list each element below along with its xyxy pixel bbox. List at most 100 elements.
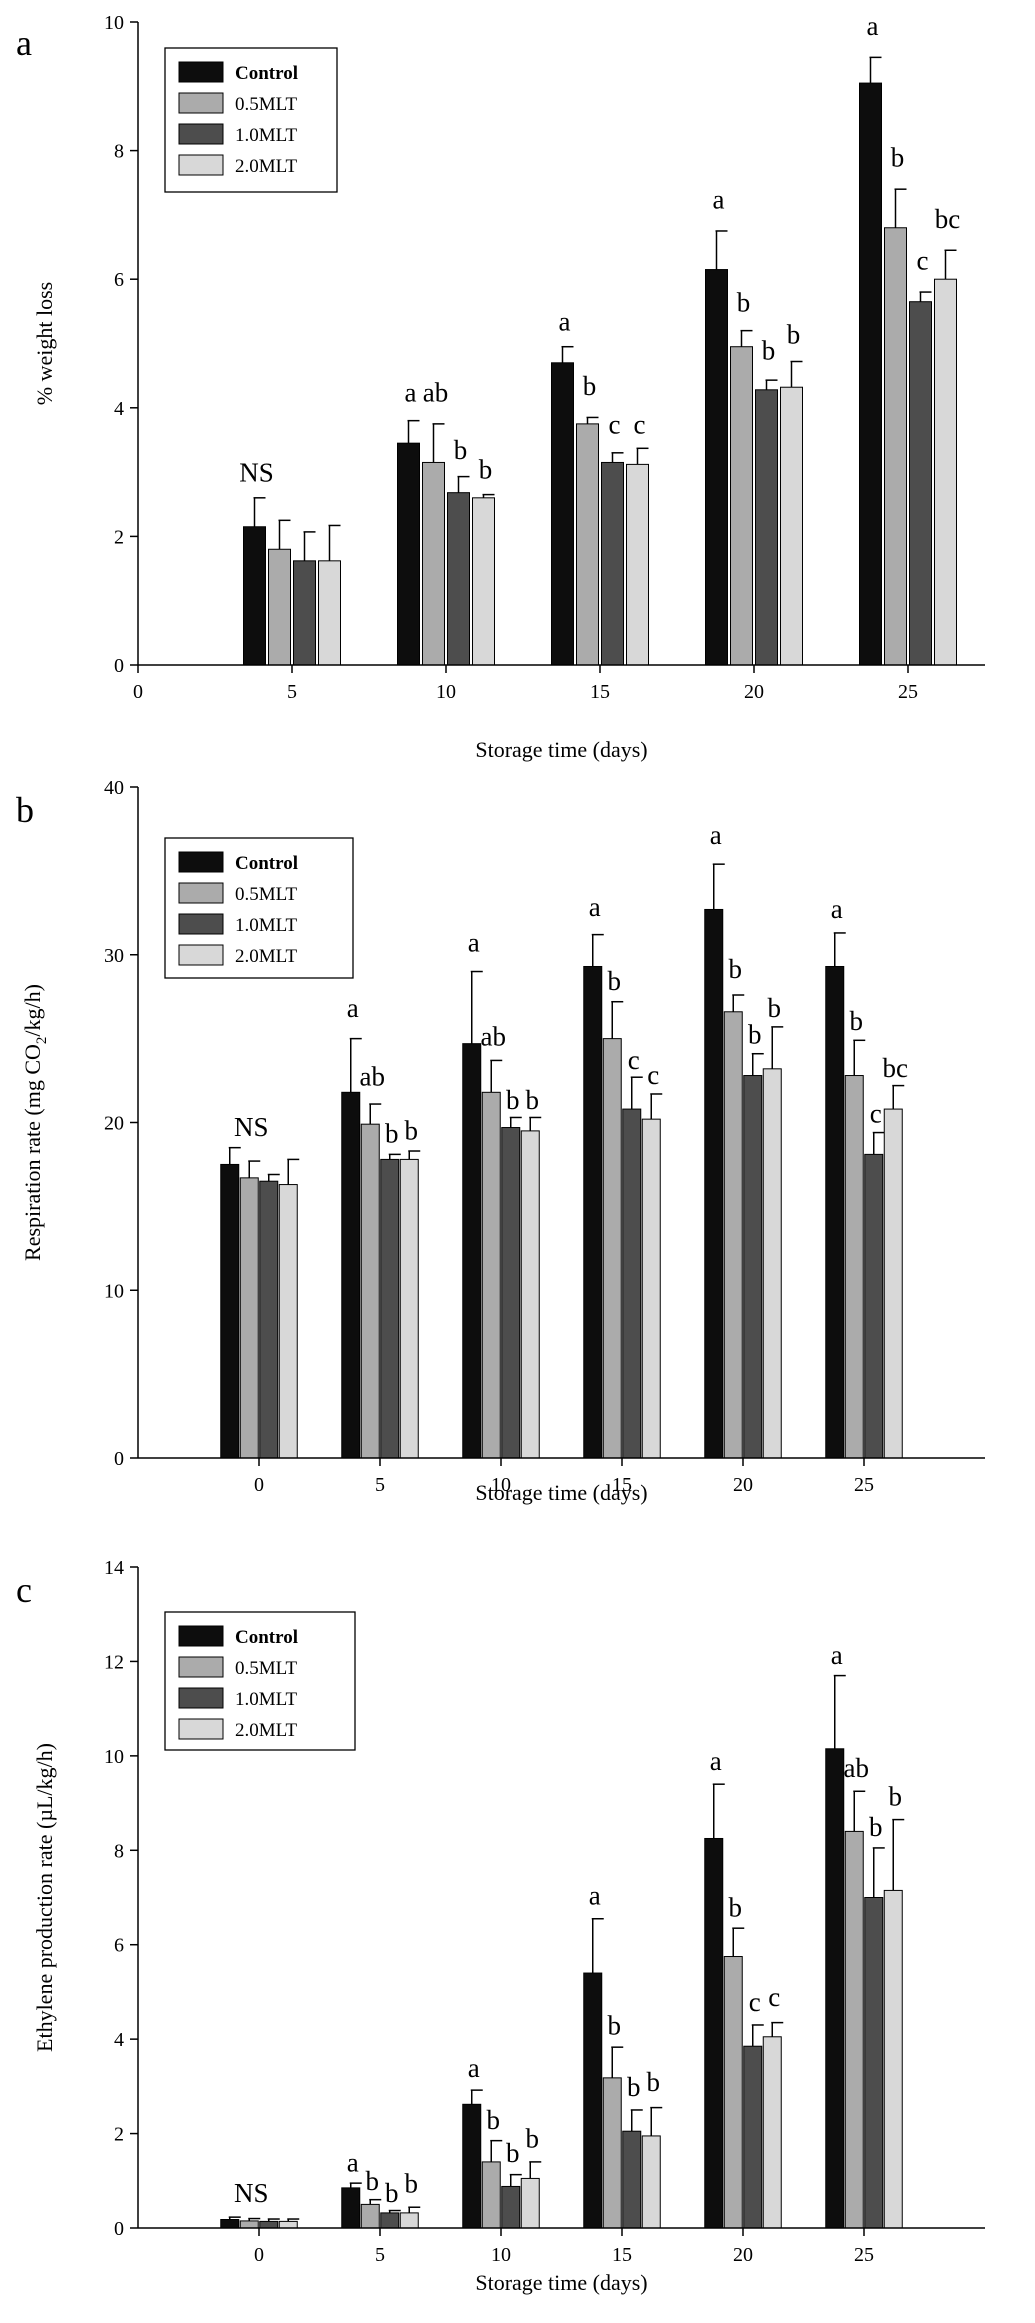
y-tick-label: 40	[104, 777, 124, 799]
significance-label: b	[526, 1085, 540, 1115]
x-tick-label: 0	[133, 681, 143, 703]
y-tick-label: 4	[114, 2029, 124, 2051]
legend-label: 1.0MLT	[235, 125, 298, 146]
significance-label: b	[366, 2166, 380, 2196]
y-axis-title-part: Respiration rate (mg CO	[20, 1044, 45, 1261]
y-tick-label: 10	[104, 12, 124, 34]
bar-1-0mlt-0	[259, 1180, 279, 1459]
legend-label: 0.5MLT	[235, 1658, 298, 1679]
y-tick-label: 0	[114, 2218, 124, 2240]
y-tick-label: 8	[114, 1840, 124, 1862]
bar-control-25	[825, 965, 845, 1459]
y-tick-label: 30	[104, 945, 124, 967]
significance-label: b	[889, 1781, 903, 1811]
bar-2-0mlt-5	[318, 560, 341, 666]
bar-2-0mlt-15	[626, 463, 649, 666]
bar-0-5mlt-20	[723, 1956, 743, 2229]
bar-1-0mlt-25	[909, 301, 932, 666]
x-tick-label: 20	[744, 681, 764, 703]
bar-2-0mlt-25	[934, 278, 957, 666]
legend-label: 0.5MLT	[235, 94, 298, 115]
x-tick-label: 10	[491, 1474, 511, 1496]
legend-label: 0.5MLT	[235, 884, 298, 905]
legend-swatch-3	[178, 1718, 224, 1740]
significance-label: a	[589, 1881, 601, 1911]
significance-label: b	[506, 2138, 520, 2168]
significance-label: bc	[883, 1053, 909, 1083]
significance-label: b	[627, 2072, 641, 2102]
y-tick-label: 6	[114, 269, 124, 291]
legend-swatch-0	[178, 61, 224, 83]
bar-0-5mlt-5	[268, 548, 291, 666]
bar-control-20	[704, 1837, 724, 2229]
y-tick-label: 10	[104, 1746, 124, 1768]
legend-label: Control	[235, 1627, 298, 1648]
bar-control-0	[220, 1163, 240, 1459]
significance-label: b	[385, 2178, 399, 2208]
legend-swatch-2	[178, 1687, 224, 1709]
y-tick-label: 2	[114, 2124, 124, 2146]
significance-label: ab	[481, 1021, 506, 1051]
bar-2-0mlt-15	[641, 1118, 661, 1459]
legend-swatch-2	[178, 913, 224, 935]
legend-label: 1.0MLT	[235, 915, 298, 936]
bar-control-5	[341, 2187, 361, 2229]
x-tick-label: 15	[612, 1474, 632, 1496]
bar-1-0mlt-20	[743, 2045, 763, 2229]
bar-2-0mlt-20	[780, 386, 803, 666]
significance-label: a	[713, 184, 725, 214]
significance-label: a	[831, 894, 843, 924]
legend-label: Control	[235, 63, 298, 84]
significance-label: b	[479, 455, 493, 485]
bar-2-0mlt-5	[399, 2212, 419, 2229]
bar-1-0mlt-15	[622, 2130, 642, 2229]
x-tick-label: 10	[491, 2244, 511, 2266]
y-tick-label: 8	[114, 141, 124, 163]
significance-label: b	[762, 336, 776, 366]
significance-label: NS	[239, 458, 274, 488]
x-tick-label: 25	[854, 1474, 874, 1496]
significance-label: a	[468, 2053, 480, 2083]
x-tick-label: 5	[375, 2244, 385, 2266]
bar-control-10	[462, 2103, 482, 2229]
x-tick-label: 10	[436, 681, 456, 703]
significance-label: b	[729, 1892, 743, 1922]
bar-1-0mlt-10	[501, 1127, 521, 1459]
significance-label: ab	[360, 1062, 385, 1092]
y-tick-label: 4	[114, 398, 124, 420]
bar-1-0mlt-5	[293, 560, 316, 666]
significance-label: c	[609, 410, 621, 440]
significance-label: a	[559, 307, 571, 337]
x-tick-label: 0	[254, 1474, 264, 1496]
y-tick-label: 12	[104, 1651, 124, 1673]
y-tick-label: 10	[104, 1280, 124, 1302]
bar-2-0mlt-5	[399, 1158, 419, 1459]
bar-2-0mlt-25	[883, 1108, 903, 1459]
bar-1-0mlt-0	[259, 2220, 279, 2229]
significance-label: a	[710, 820, 722, 850]
legend-swatch-1	[178, 882, 224, 904]
x-tick-label: 20	[733, 2244, 753, 2266]
bar-0-5mlt-5	[360, 1123, 380, 1459]
y-axis-title-part: /kg/h)	[20, 984, 45, 1037]
bar-control-15	[583, 965, 603, 1459]
legend-swatch-2	[178, 123, 224, 145]
significance-label: a	[347, 2147, 359, 2177]
bar-0-5mlt-15	[576, 423, 599, 666]
significance-label: c	[870, 1099, 882, 1129]
bar-0-5mlt-0	[239, 2220, 259, 2229]
x-tick-label: 15	[590, 681, 610, 703]
significance-label: a	[831, 1640, 843, 1670]
bar-1-0mlt-20	[743, 1075, 763, 1459]
bar-0-5mlt-20	[730, 346, 753, 666]
significance-label: b	[850, 1006, 864, 1036]
x-tick-label: 5	[287, 681, 297, 703]
bar-0-5mlt-10	[481, 1091, 501, 1459]
y-axis-title: Respiration rate (mg CO2/kg/h)	[20, 984, 50, 1261]
x-tick-label: 25	[854, 2244, 874, 2266]
significance-label: b	[748, 1020, 762, 1050]
y-tick-label: 20	[104, 1113, 124, 1135]
legend: Control 0.5MLT 1.0MLT 2.0MLT	[164, 47, 338, 193]
bar-1-0mlt-10	[447, 492, 470, 666]
